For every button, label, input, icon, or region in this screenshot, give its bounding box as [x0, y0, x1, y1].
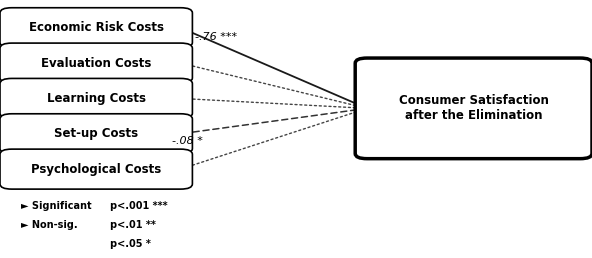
Text: -.76 ***: -.76 ***: [195, 33, 237, 42]
FancyBboxPatch shape: [0, 114, 192, 154]
Text: ► Non-sig.: ► Non-sig.: [21, 220, 78, 230]
Text: Psychological Costs: Psychological Costs: [31, 163, 162, 176]
Text: ► Significant: ► Significant: [21, 201, 91, 211]
Text: p<.05 *: p<.05 *: [110, 239, 150, 248]
FancyBboxPatch shape: [0, 43, 192, 83]
FancyBboxPatch shape: [0, 149, 192, 189]
Text: p<.01 **: p<.01 **: [110, 220, 155, 230]
Text: Set-up Costs: Set-up Costs: [54, 127, 139, 140]
Text: Consumer Satisfaction
after the Elimination: Consumer Satisfaction after the Eliminat…: [398, 94, 549, 122]
Text: Learning Costs: Learning Costs: [47, 92, 146, 105]
Text: Economic Risk Costs: Economic Risk Costs: [28, 21, 164, 34]
FancyBboxPatch shape: [0, 78, 192, 118]
Text: Evaluation Costs: Evaluation Costs: [41, 57, 152, 70]
FancyBboxPatch shape: [0, 8, 192, 48]
Text: p<.001 ***: p<.001 ***: [110, 201, 167, 211]
FancyBboxPatch shape: [355, 58, 592, 159]
Text: -.08 *: -.08 *: [172, 136, 202, 146]
